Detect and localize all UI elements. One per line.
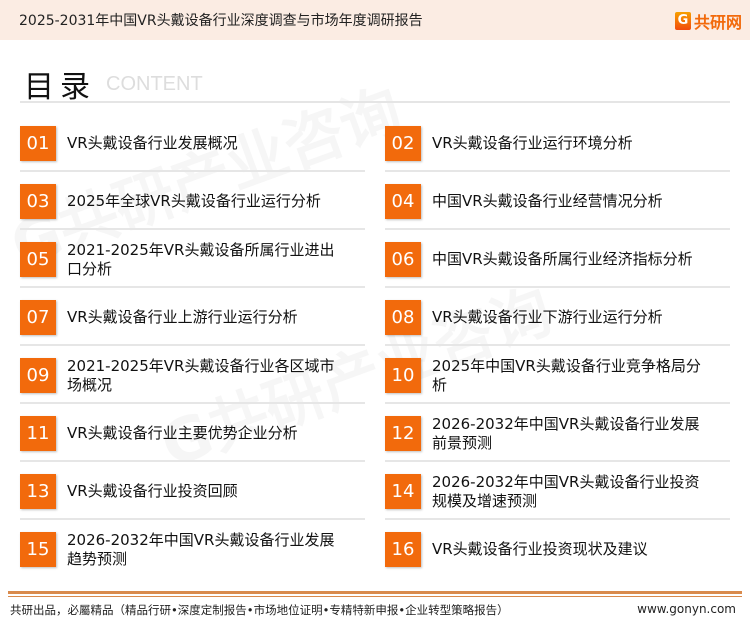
toc-item-label: 2026-2032年中国VR头戴设备行业发展趋势预测	[67, 530, 335, 568]
divider	[20, 286, 365, 288]
toc-item-number: 14	[385, 474, 421, 509]
toc-item-number: 10	[385, 358, 421, 393]
toc-item-label: 2021-2025年VR头戴设备所属行业进出口分析	[67, 240, 335, 278]
logo-mark-icon: G	[674, 12, 691, 30]
toc-item-label: VR头戴设备行业运行环境分析	[432, 134, 633, 152]
toc-item-number: 07	[20, 300, 56, 335]
divider	[20, 101, 730, 103]
divider	[385, 228, 730, 230]
divider	[20, 460, 365, 462]
toc-item-label: 中国VR头戴设备行业经营情况分析	[432, 192, 663, 210]
toc-item-label: VR头戴设备行业投资现状及建议	[432, 540, 648, 558]
divider	[20, 344, 365, 346]
divider	[385, 518, 730, 520]
divider	[385, 344, 730, 346]
toc-item-number: 09	[20, 358, 56, 393]
footer-divider	[8, 596, 742, 597]
toc-item[interactable]: 03 2025年全球VR头戴设备行业运行分析	[20, 184, 365, 242]
toc-item-label: 2025年全球VR头戴设备行业运行分析	[67, 192, 321, 210]
toc-item[interactable]: 09 2021-2025年VR头戴设备行业各区域市场概况	[20, 356, 365, 416]
toc-item-number: 05	[20, 242, 56, 277]
toc-item-label: 2021-2025年VR头戴设备行业各区域市场概况	[67, 356, 335, 394]
toc-item-number: 08	[385, 300, 421, 335]
header: 2025-2031年中国VR头戴设备行业深度调查与市场年度调研报告 G 共研网	[0, 0, 750, 40]
toc-item-number: 02	[385, 126, 421, 161]
divider	[385, 286, 730, 288]
toc-item[interactable]: 08 VR头戴设备行业下游行业运行分析	[385, 300, 730, 358]
toc-item-number: 12	[385, 416, 421, 451]
toc-item[interactable]: 06 中国VR头戴设备所属行业经济指标分析	[385, 242, 730, 300]
toc-item[interactable]: 01 VR头戴设备行业发展概况	[20, 126, 365, 184]
logo-text: 共研网	[693, 13, 742, 32]
toc-item-number: 16	[385, 532, 421, 567]
footer-slogan: 共研出品，必屬精品（精品行研•深度定制报告•市场地位证明•专精特新申报•企业转型…	[10, 603, 509, 617]
logo: G 共研网	[674, 9, 742, 33]
toc-item-label: VR头戴设备行业主要优势企业分析	[67, 424, 298, 442]
toc-item-number: 04	[385, 184, 421, 219]
footer-url[interactable]: www.gonyn.com	[637, 602, 736, 616]
toc-item-number: 15	[20, 532, 56, 567]
toc-item[interactable]: 07 VR头戴设备行业上游行业运行分析	[20, 300, 365, 358]
toc-item[interactable]: 15 2026-2032年中国VR头戴设备行业发展趋势预测	[20, 530, 365, 590]
toc-subtitle: CONTENT	[106, 73, 203, 95]
divider	[20, 402, 365, 404]
divider	[385, 170, 730, 172]
divider	[20, 518, 365, 520]
toc-item-label: VR头戴设备行业投资回顾	[67, 482, 238, 500]
divider	[385, 402, 730, 404]
toc-item[interactable]: 04 中国VR头戴设备行业经营情况分析	[385, 184, 730, 242]
footer-divider	[8, 591, 742, 594]
toc-item-label: 2026-2032年中国VR头戴设备行业投资规模及增速预测	[432, 472, 700, 510]
toc-item-label: 2025年中国VR头戴设备行业竞争格局分析	[432, 356, 701, 394]
toc-item-label: VR头戴设备行业发展概况	[67, 134, 238, 152]
divider	[20, 228, 365, 230]
toc-item-number: 06	[385, 242, 421, 277]
toc-item-label: VR头戴设备行业下游行业运行分析	[432, 308, 663, 326]
toc-item-number: 11	[20, 416, 56, 451]
toc-item-label: 2026-2032年中国VR头戴设备行业发展前景预测	[432, 414, 700, 452]
toc-item-number: 13	[20, 474, 56, 509]
toc-item[interactable]: 16 VR头戴设备行业投资现状及建议	[385, 532, 730, 590]
toc-item[interactable]: 02 VR头戴设备行业运行环境分析	[385, 126, 730, 184]
divider	[385, 460, 730, 462]
toc-item-number: 03	[20, 184, 56, 219]
toc-item[interactable]: 14 2026-2032年中国VR头戴设备行业投资规模及增速预测	[385, 472, 730, 532]
toc-title: 目录	[24, 70, 96, 105]
toc-item-label: VR头戴设备行业上游行业运行分析	[67, 308, 298, 326]
report-title: 2025-2031年中国VR头戴设备行业深度调查与市场年度调研报告	[19, 13, 423, 29]
toc-item-number: 01	[20, 126, 56, 161]
toc-item[interactable]: 05 2021-2025年VR头戴设备所属行业进出口分析	[20, 240, 365, 300]
divider	[20, 170, 365, 172]
toc-item[interactable]: 10 2025年中国VR头戴设备行业竞争格局分析	[385, 356, 730, 416]
toc-item[interactable]: 13 VR头戴设备行业投资回顾	[20, 474, 365, 532]
toc-item-label: 中国VR头戴设备所属行业经济指标分析	[432, 250, 693, 268]
toc-item[interactable]: 12 2026-2032年中国VR头戴设备行业发展前景预测	[385, 414, 730, 474]
toc-item[interactable]: 11 VR头戴设备行业主要优势企业分析	[20, 416, 365, 474]
